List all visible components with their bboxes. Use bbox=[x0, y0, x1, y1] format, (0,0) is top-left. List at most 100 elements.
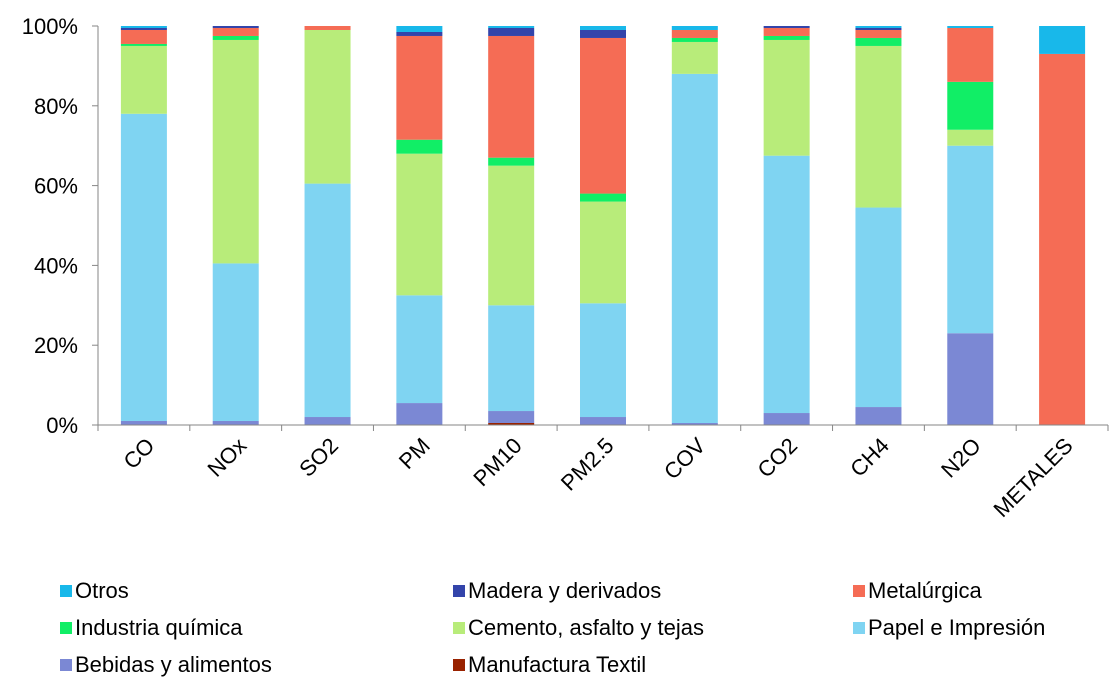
bar-segment bbox=[855, 407, 902, 425]
legend-swatch bbox=[453, 584, 465, 597]
x-tick-label: CO bbox=[118, 433, 159, 474]
y-tick-label: 0% bbox=[46, 413, 78, 438]
legend-label: Otros bbox=[75, 577, 129, 603]
bar-segment bbox=[488, 411, 535, 424]
bar-segment bbox=[120, 45, 167, 114]
bar-segment bbox=[580, 37, 626, 194]
legend-item: Industria química bbox=[60, 609, 243, 646]
legend-item: Madera y derivados bbox=[453, 572, 661, 609]
bar-segment bbox=[1039, 53, 1086, 426]
bar-segment bbox=[763, 155, 810, 414]
bar-segment bbox=[763, 413, 810, 425]
legend-row: Otros Madera y derivados Metalúrgica bbox=[60, 572, 1100, 609]
y-tick-label: 40% bbox=[34, 253, 78, 278]
bar-stack-n2o bbox=[947, 26, 994, 425]
legend-item: Manufactura Textil bbox=[453, 646, 646, 683]
y-tick-label: 100% bbox=[22, 14, 78, 39]
stacked-bar-chart: 0%20%40%60%80%100% CO NOx SO2 PM PM10 PM2.5 CO… bbox=[22, 14, 1109, 522]
bar-segment bbox=[488, 165, 535, 306]
bar-segment bbox=[488, 35, 535, 158]
bar-segment bbox=[855, 29, 902, 38]
bar-segment bbox=[947, 26, 994, 28]
bar-stack-pm10 bbox=[488, 26, 535, 425]
bar-segment bbox=[396, 403, 443, 425]
bar-segment bbox=[947, 129, 994, 146]
legend-swatch bbox=[60, 658, 72, 671]
bar-segment bbox=[855, 37, 902, 46]
bar-segment bbox=[212, 421, 259, 425]
bar-segment bbox=[855, 26, 902, 28]
legend-swatch bbox=[60, 584, 72, 597]
bar-segment bbox=[396, 26, 443, 32]
bar-segment bbox=[488, 157, 535, 166]
legend-swatch bbox=[60, 621, 72, 634]
bar-segment bbox=[580, 417, 626, 425]
bar-segment bbox=[947, 81, 994, 130]
bar-segment bbox=[396, 31, 443, 36]
bar-segment bbox=[671, 41, 718, 74]
legend-label: Cemento, asfalto y tejas bbox=[468, 614, 705, 640]
legend-item: Bebidas y alimentos bbox=[60, 646, 272, 683]
x-tick-label: METALES bbox=[988, 433, 1077, 522]
x-tick-label: COV bbox=[659, 433, 711, 485]
legend-item: Cemento, asfalto y tejas bbox=[453, 609, 704, 646]
bar-segment bbox=[120, 26, 167, 28]
bar-segment bbox=[580, 193, 626, 202]
bar-stack-co2 bbox=[763, 26, 810, 425]
bar-segment bbox=[763, 27, 810, 36]
bar-segment bbox=[855, 207, 902, 408]
y-axis: 0% 20% 40% 60% 80% 100% bbox=[22, 14, 99, 438]
bar-segment bbox=[120, 43, 167, 46]
bar-segment bbox=[120, 421, 167, 425]
bar-segment bbox=[671, 423, 718, 425]
legend: Otros Madera y derivados Metalúrgica Indust… bbox=[60, 572, 1100, 683]
legend-row: Bebidas y alimentos Manufactura Textil bbox=[60, 646, 1100, 683]
x-tick-label: CH4 bbox=[845, 433, 894, 482]
x-tick-label: CO2 bbox=[752, 433, 802, 483]
bar-segment bbox=[304, 417, 351, 425]
legend-row: Industria química Cemento, asfalto y teja… bbox=[60, 609, 1100, 646]
y-tick-label: 60% bbox=[34, 174, 78, 199]
bar-segment bbox=[855, 27, 902, 30]
bar-stack-ch4 bbox=[855, 26, 902, 425]
bar-segment bbox=[304, 29, 351, 184]
legend-item: Metalúrgica bbox=[853, 572, 982, 609]
legend-swatch bbox=[453, 658, 465, 671]
bar-segment bbox=[488, 26, 535, 28]
x-tick-label: PM bbox=[394, 433, 435, 474]
x-tick-label: SO2 bbox=[294, 433, 343, 482]
bar-segment bbox=[212, 35, 259, 40]
bar-segment bbox=[671, 37, 718, 42]
bar-segment bbox=[120, 27, 167, 30]
bar-segment bbox=[212, 39, 259, 264]
bar-segment bbox=[763, 35, 810, 40]
legend-swatch bbox=[853, 584, 865, 597]
bar-segment bbox=[580, 201, 626, 304]
bar-stack-co bbox=[120, 26, 167, 425]
bar-segment bbox=[488, 305, 535, 412]
legend-swatch bbox=[453, 621, 465, 634]
bar-segment bbox=[120, 113, 167, 422]
bar-stack-pm bbox=[396, 26, 443, 425]
bar-segment bbox=[1039, 26, 1086, 54]
bar-segment bbox=[580, 303, 626, 418]
bar-segment bbox=[304, 26, 351, 30]
legend-label: Madera y derivados bbox=[468, 577, 662, 603]
y-tick-label: 20% bbox=[34, 333, 78, 358]
bar-segment bbox=[120, 29, 167, 44]
bar-stack-metales bbox=[1039, 26, 1086, 426]
legend-label: Industria química bbox=[75, 614, 243, 640]
bar-segment bbox=[396, 139, 443, 154]
bar-stack-nox bbox=[212, 26, 259, 425]
bar-segment bbox=[212, 263, 259, 422]
legend-label: Metalúrgica bbox=[868, 577, 982, 603]
bar-segment bbox=[396, 35, 443, 140]
legend-label: Papel e Impresión bbox=[868, 614, 1046, 640]
x-tick-label: PM10 bbox=[468, 433, 526, 491]
bar-stack-pm2-5 bbox=[580, 26, 626, 425]
bar-segment bbox=[671, 73, 718, 424]
bar-segment bbox=[580, 26, 626, 30]
bar-segment bbox=[763, 39, 810, 156]
bar-segment bbox=[671, 29, 718, 38]
bar-segment bbox=[947, 27, 994, 82]
